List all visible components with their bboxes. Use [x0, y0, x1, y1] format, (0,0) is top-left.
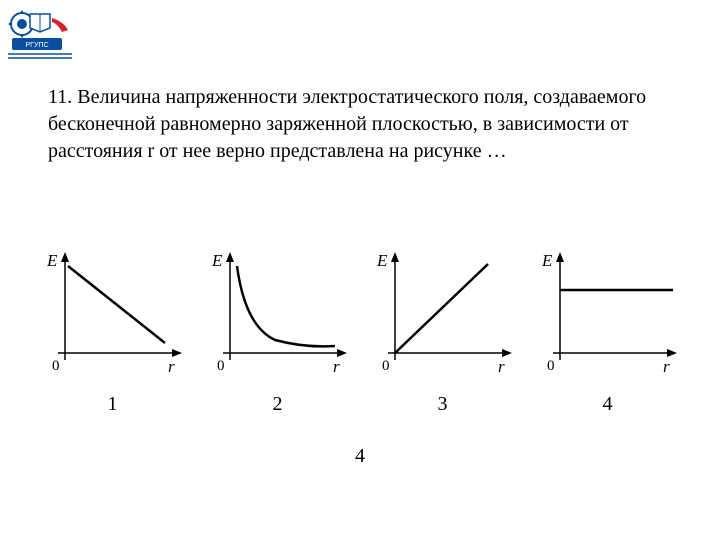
option-label-4: 4: [535, 393, 680, 416]
svg-text:РГУПС: РГУПС: [26, 42, 49, 49]
svg-text:0: 0: [217, 358, 225, 374]
svg-text:r: r: [498, 357, 505, 376]
option-label-3: 3: [370, 393, 515, 416]
option-label-1: 1: [40, 393, 185, 416]
chart-4: E 0 r: [535, 248, 680, 383]
svg-text:E: E: [541, 251, 553, 270]
chart-2: E 0 r: [205, 248, 350, 383]
option-label-2: 2: [205, 393, 350, 416]
university-logo: РГУПС: [8, 8, 72, 60]
svg-text:0: 0: [547, 358, 555, 374]
charts-container: E 0 r E 0 r E 0 r: [40, 248, 680, 383]
question-text: 11. Величина напряженности электростатич…: [48, 84, 672, 165]
svg-text:r: r: [333, 357, 340, 376]
svg-text:E: E: [376, 251, 388, 270]
svg-text:E: E: [46, 251, 58, 270]
option-labels-row: 1 2 3 4: [40, 393, 680, 416]
answer-value: 4: [0, 445, 720, 468]
svg-text:0: 0: [382, 358, 390, 374]
chart-1: E 0 r: [40, 248, 185, 383]
chart-3: E 0 r: [370, 248, 515, 383]
svg-text:r: r: [663, 357, 670, 376]
svg-text:E: E: [211, 251, 223, 270]
svg-text:r: r: [168, 357, 175, 376]
svg-text:0: 0: [52, 358, 60, 374]
